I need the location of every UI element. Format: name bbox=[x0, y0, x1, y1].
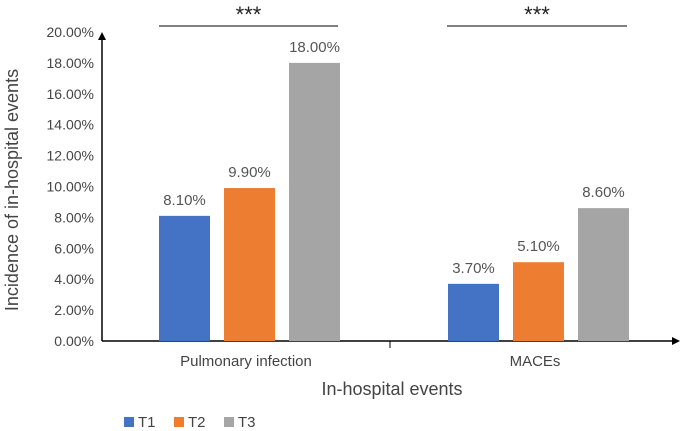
category-label: MACEs bbox=[510, 353, 561, 370]
data-label: 5.10% bbox=[517, 238, 560, 255]
bars bbox=[159, 62, 629, 342]
legend-label: T2 bbox=[188, 414, 206, 431]
bar-t2-1 bbox=[513, 262, 564, 341]
y-tick-label: 0.00% bbox=[54, 333, 94, 349]
legend-swatch-t1 bbox=[124, 417, 134, 427]
y-axis-ticks: 0.00% 2.00% 4.00% 6.00% 8.00% 10.00% 12.00% 14.… bbox=[47, 24, 94, 349]
data-label: 3.70% bbox=[452, 260, 495, 277]
bar-t1-1 bbox=[448, 283, 499, 341]
category-label: Pulmonary infection bbox=[180, 353, 312, 370]
legend: T1 T2 T3 bbox=[124, 414, 256, 431]
legend-label: T3 bbox=[238, 414, 256, 431]
y-tick-label: 20.00% bbox=[47, 24, 94, 40]
legend-swatch-t3 bbox=[224, 417, 234, 427]
y-tick-label: 12.00% bbox=[47, 148, 94, 164]
significance-label: *** bbox=[236, 2, 262, 27]
bar-t3-1 bbox=[578, 208, 629, 341]
y-tick-label: 18.00% bbox=[47, 55, 94, 71]
y-tick-label: 8.00% bbox=[54, 209, 94, 225]
data-label: 8.60% bbox=[582, 184, 625, 201]
data-label: 18.00% bbox=[289, 39, 340, 56]
bar-t1-0 bbox=[159, 215, 210, 341]
legend-swatch-t2 bbox=[174, 417, 184, 427]
data-label: 9.90% bbox=[228, 164, 271, 181]
y-tick-label: 4.00% bbox=[54, 271, 94, 287]
y-axis-arrow bbox=[98, 32, 106, 40]
y-tick-label: 16.00% bbox=[47, 86, 94, 102]
x-axis-title: In-hospital events bbox=[321, 379, 462, 399]
y-tick-label: 14.00% bbox=[47, 117, 94, 133]
y-tick-label: 10.00% bbox=[47, 179, 94, 195]
x-axis-arrow bbox=[672, 337, 680, 345]
legend-label: T1 bbox=[138, 414, 156, 431]
significance-label: *** bbox=[524, 2, 550, 27]
significance-markers: *** *** bbox=[159, 2, 627, 27]
y-tick-label: 2.00% bbox=[54, 302, 94, 318]
y-axis-title: Incidence of in-hospital events bbox=[2, 69, 22, 311]
bar-t2-0 bbox=[224, 188, 275, 341]
y-tick-label: 6.00% bbox=[54, 240, 94, 256]
category-labels: Pulmonary infection MACEs bbox=[180, 353, 560, 370]
data-label: 8.10% bbox=[163, 192, 206, 209]
data-labels: 8.10% 3.70% 9.90% 5.10% 18.00% 8.60% bbox=[163, 39, 625, 277]
bar-t3-0 bbox=[289, 62, 340, 342]
